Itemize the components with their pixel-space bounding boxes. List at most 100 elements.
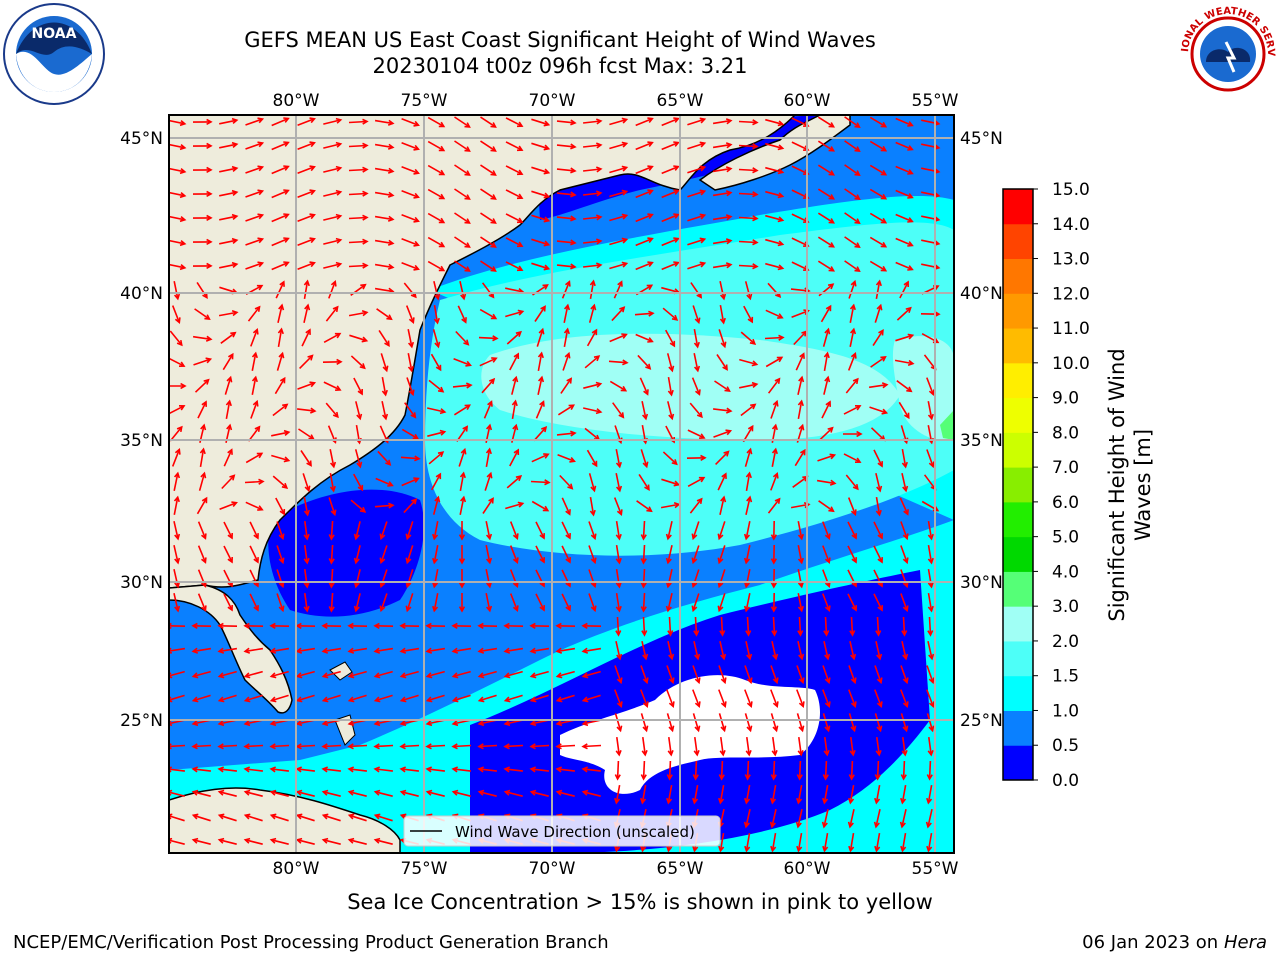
direction-arrow-head <box>850 725 857 733</box>
direction-arrow <box>271 117 289 127</box>
direction-arrow-head <box>251 375 258 383</box>
direction-arrow <box>374 167 394 173</box>
direction-arrow <box>584 427 600 441</box>
direction-arrow-head <box>174 557 181 565</box>
direction-arrow <box>270 647 290 653</box>
direction-arrow <box>353 377 363 395</box>
direction-arrow-head <box>778 334 785 341</box>
direction-arrow-head <box>201 581 207 588</box>
lon-label-bottom: 55°W <box>912 859 959 879</box>
direction-arrow-head <box>850 677 857 685</box>
direction-arrow <box>349 334 367 342</box>
direction-arrow <box>690 282 702 298</box>
direction-arrow-head <box>253 533 259 540</box>
direction-arrow-head <box>458 606 466 613</box>
direction-arrow-head <box>330 280 337 287</box>
direction-arrow-head <box>512 605 519 612</box>
direction-arrow-head <box>295 696 303 703</box>
direction-arrow <box>635 141 653 151</box>
direction-arrow-head <box>772 677 779 685</box>
direction-arrow <box>635 213 653 223</box>
direction-arrow <box>169 768 185 772</box>
direction-arrow-head <box>795 821 802 829</box>
direction-arrow-head <box>387 239 395 246</box>
direction-arrow-head <box>432 581 439 589</box>
direction-arrow-head <box>540 305 546 312</box>
direction-arrow-head <box>797 557 804 565</box>
direction-arrow-head <box>206 166 213 174</box>
direction-arrow-head <box>615 581 622 589</box>
direction-arrow-head <box>217 672 225 679</box>
direction-arrow-head <box>563 303 571 311</box>
direction-arrow <box>718 665 726 683</box>
wave-region-green-edge <box>940 410 954 440</box>
direction-arrow-head <box>694 725 701 733</box>
direction-arrow-head <box>647 117 654 123</box>
direction-arrow-head <box>928 389 935 396</box>
direction-arrow-head <box>465 382 473 389</box>
lat-label-left: 25°N <box>120 711 163 731</box>
direction-arrow <box>869 236 887 248</box>
direction-arrow <box>192 335 212 341</box>
direction-arrow <box>297 190 315 198</box>
direction-arrow <box>926 689 934 707</box>
direction-arrow <box>479 694 497 702</box>
direction-arrow-head <box>595 166 603 173</box>
direction-arrow-head <box>485 605 493 613</box>
direction-arrow-head <box>434 341 441 349</box>
direction-arrow-head <box>796 845 803 853</box>
direction-arrow <box>745 545 751 563</box>
direction-arrow-head <box>823 630 830 637</box>
direction-arrow-head <box>381 413 389 421</box>
direction-arrow <box>556 432 576 436</box>
direction-arrow <box>772 736 776 756</box>
direction-arrow-head <box>243 789 251 796</box>
direction-arrow <box>506 475 522 489</box>
direction-arrow-head <box>373 743 380 750</box>
direction-arrow <box>823 832 829 852</box>
lon-label-top: 60°W <box>784 91 831 111</box>
direction-arrow-head <box>201 496 208 504</box>
direction-arrow-head <box>321 837 329 844</box>
direction-arrow-head <box>295 813 303 820</box>
direction-arrow-head <box>243 622 250 629</box>
direction-arrow <box>609 142 627 150</box>
lon-label-top: 55°W <box>912 91 959 111</box>
direction-arrow-head <box>798 677 805 685</box>
direction-arrow-head <box>328 534 335 541</box>
direction-arrow <box>323 167 341 173</box>
direction-arrow-head <box>191 622 198 629</box>
direction-arrow <box>218 647 238 653</box>
direction-arrow <box>220 332 236 344</box>
direction-arrow <box>687 190 705 198</box>
direction-arrow <box>355 569 361 587</box>
direction-arrow-head <box>257 505 264 511</box>
direction-arrow-head <box>725 214 733 221</box>
direction-arrow-head <box>465 360 472 367</box>
direction-arrow <box>895 261 913 271</box>
direction-arrow <box>271 431 289 437</box>
direction-arrow-head <box>719 630 726 637</box>
direction-arrow <box>198 473 206 491</box>
direction-arrow-head <box>673 141 680 147</box>
direction-arrow <box>454 236 470 248</box>
direction-arrow <box>245 190 263 198</box>
direction-arrow-head <box>335 261 343 268</box>
direction-arrow <box>661 237 679 247</box>
direction-arrow-head <box>829 479 837 486</box>
direction-arrow-head <box>848 845 855 853</box>
direction-arrow-head <box>191 813 199 820</box>
direction-arrow <box>616 616 620 636</box>
direction-arrow <box>173 497 179 515</box>
direction-arrow-head <box>824 557 831 564</box>
direction-arrow <box>583 791 601 797</box>
direction-arrow <box>844 212 860 224</box>
direction-arrow-head <box>875 509 882 517</box>
direction-arrow <box>433 545 439 563</box>
direction-arrow <box>249 521 259 539</box>
direction-arrow <box>589 496 595 516</box>
direction-arrow-head <box>899 821 906 829</box>
direction-arrow <box>869 188 887 200</box>
direction-arrow <box>485 448 491 468</box>
direction-arrow-head <box>283 429 291 437</box>
